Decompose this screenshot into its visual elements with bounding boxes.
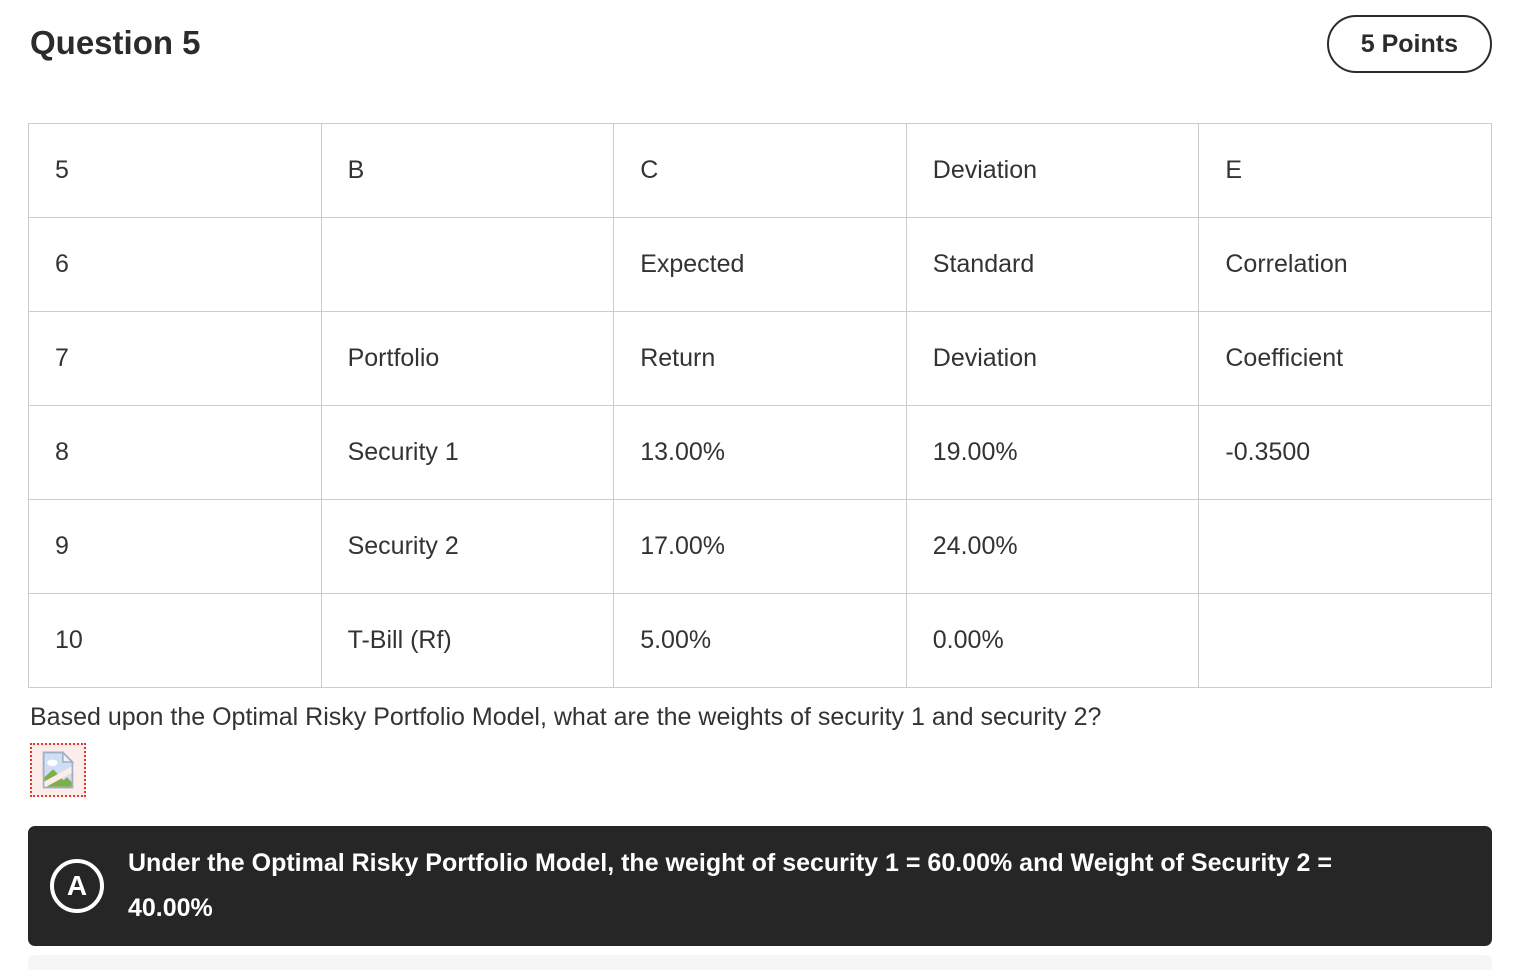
table-cell: T-Bill (Rf) — [320, 593, 615, 688]
table-cell: 5 — [28, 123, 322, 218]
table-row: 7 Portfolio Return Deviation Coefficient — [28, 311, 1492, 406]
table-row: 9 Security 2 17.00% 24.00% — [28, 499, 1492, 594]
broken-image-placeholder[interactable] — [30, 743, 86, 797]
table-cell: 7 — [28, 311, 322, 406]
table-cell: Security 1 — [320, 405, 615, 500]
table-row: 10 T-Bill (Rf) 5.00% 0.00% — [28, 593, 1492, 688]
table-cell: E — [1198, 123, 1492, 218]
table-cell: Deviation — [905, 311, 1200, 406]
next-section-edge — [28, 955, 1492, 970]
answer-text: Under the Optimal Risky Portfolio Model,… — [128, 849, 1332, 922]
table-cell: C — [613, 123, 907, 218]
table-cell: 13.00% — [613, 405, 907, 500]
answer-letter-icon: A — [50, 859, 104, 913]
table-cell: Portfolio — [320, 311, 615, 406]
table-row: 8 Security 1 13.00% 19.00% -0.3500 — [28, 405, 1492, 500]
question-text: Based upon the Optimal Risky Portfolio M… — [30, 703, 1102, 731]
table-cell: 17.00% — [613, 499, 907, 594]
table-cell: Correlation — [1198, 217, 1492, 312]
table-cell: 6 — [28, 217, 322, 312]
table-cell: Coefficient — [1198, 311, 1492, 406]
table-cell: Standard — [905, 217, 1200, 312]
page-title: Question 5 — [30, 24, 201, 61]
table-row: 6 Expected Standard Correlation — [28, 217, 1492, 312]
table-cell: 0.00% — [905, 593, 1200, 688]
spreadsheet-table: 5 B C Deviation E 6 Expected Standard Correlatio… — [28, 123, 1492, 688]
table-cell: Deviation — [905, 123, 1200, 218]
answer-box: A Under the Optimal Risky Portfolio Mode… — [28, 826, 1492, 946]
table-cell: 8 — [28, 405, 322, 500]
table-row: 5 B C Deviation E — [28, 123, 1492, 218]
table-cell: 19.00% — [905, 405, 1200, 500]
points-badge: 5 Points — [1326, 15, 1492, 73]
table-cell: Security 2 — [320, 499, 615, 594]
spreadsheet-table-body: 5 B C Deviation E 6 Expected Standard Correlatio… — [28, 123, 1492, 688]
table-cell: Expected — [613, 217, 907, 312]
table-cell: B — [320, 123, 615, 218]
table-cell — [1198, 593, 1492, 688]
table-cell: -0.3500 — [1198, 405, 1492, 500]
table-cell: 5.00% — [613, 593, 907, 688]
table-cell — [1198, 499, 1492, 594]
broken-image-icon — [42, 750, 74, 790]
table-cell: 9 — [28, 499, 322, 594]
table-cell: Return — [613, 311, 907, 406]
table-cell: 24.00% — [905, 499, 1200, 594]
table-cell: 10 — [28, 593, 322, 688]
table-cell — [320, 217, 615, 312]
